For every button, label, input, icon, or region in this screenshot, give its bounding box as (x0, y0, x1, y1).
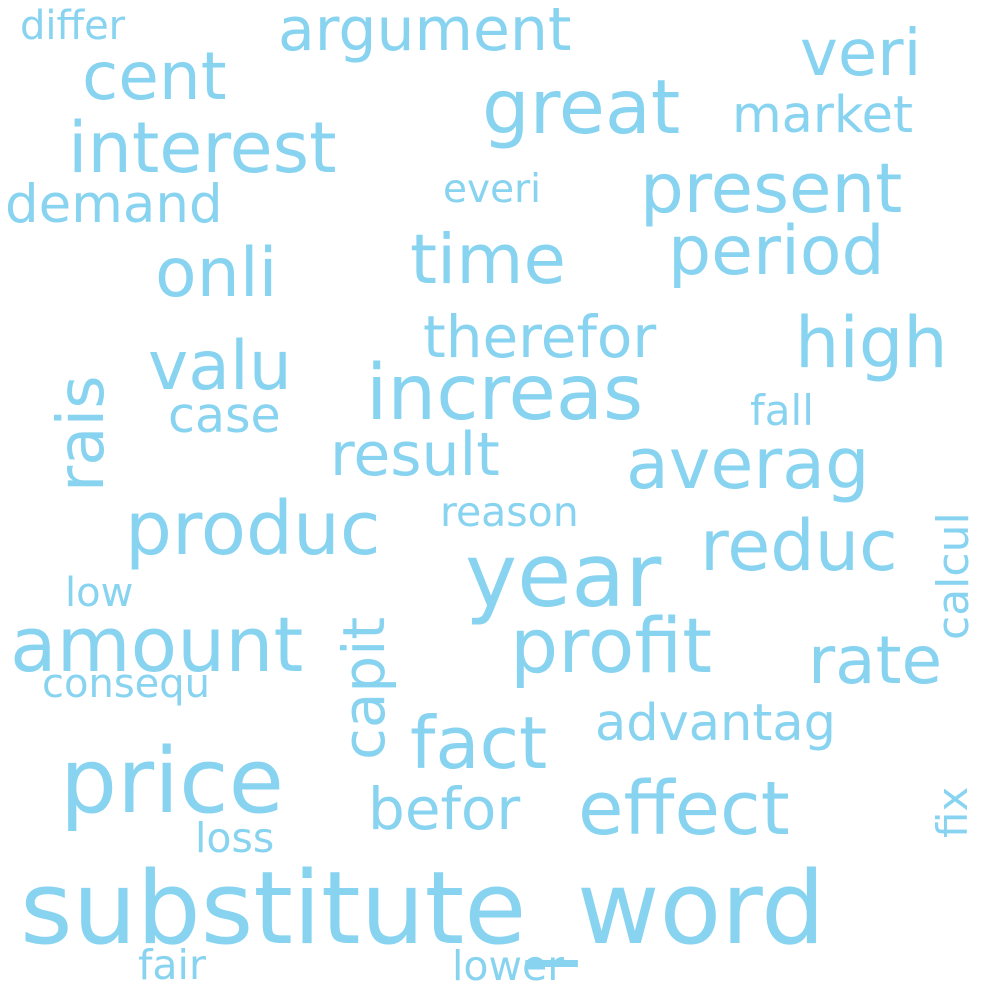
word-cent: cent (82, 38, 227, 115)
word-valu: valu (148, 327, 292, 406)
word-rate: rate (808, 622, 943, 699)
word-year: year (465, 524, 662, 627)
word-period: period (668, 212, 885, 291)
word-differ: differ (20, 3, 126, 49)
word-onli: onli (155, 234, 278, 313)
word-fact: fact (410, 701, 548, 785)
word-increas: increas (366, 349, 644, 438)
word-effect: effect (578, 766, 790, 852)
word-befor: befor (368, 775, 521, 843)
word-loss: loss (195, 814, 275, 862)
word-rais: rais (45, 375, 119, 492)
word-capit: capit (330, 616, 398, 760)
word-present: present (640, 149, 903, 229)
word-averag: averag (626, 423, 870, 505)
word-great: great (482, 63, 681, 151)
word-consequ: consequ (42, 661, 211, 707)
word-fall: fall (750, 386, 814, 435)
word-everi: everi (443, 167, 541, 212)
word-therefor: therefor (423, 303, 657, 371)
word-market: market (732, 86, 913, 145)
word-amount: amount (10, 600, 304, 689)
word-result: result (330, 420, 500, 490)
word-argument: argument (278, 0, 572, 65)
word-produc: produc (125, 486, 381, 572)
word-advantag: advantag (595, 694, 837, 753)
word-lower: lower (452, 942, 565, 990)
word-fix: fix (928, 786, 977, 838)
word-calcul: calcul (928, 512, 979, 640)
word-substitute_word: substitute_word (20, 849, 826, 967)
word-interest: interest (68, 107, 337, 189)
word-demand: demand (5, 174, 223, 235)
word-price: price (60, 729, 284, 834)
word-fair: fair (138, 941, 206, 989)
word-profit: profit (510, 601, 712, 690)
word-low: low (65, 570, 134, 616)
word-reason: reason (440, 488, 579, 536)
word-reduc: reduc (700, 505, 898, 587)
word-case: case (168, 387, 281, 444)
word-veri: veri (800, 17, 922, 91)
word-time: time (410, 220, 566, 300)
word-high: high (795, 302, 948, 384)
